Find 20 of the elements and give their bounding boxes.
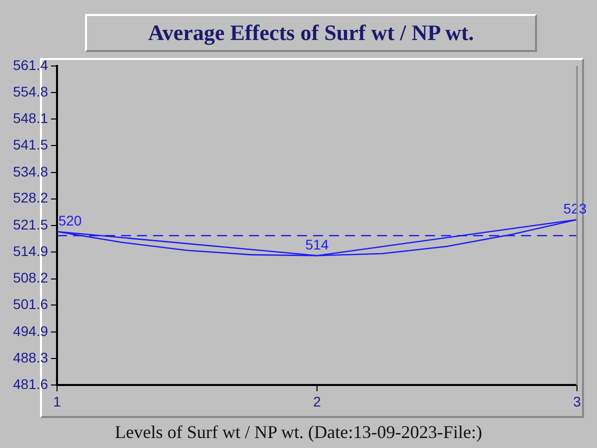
y-tick-label: 494.9: [12, 322, 48, 339]
y-tick-label: 481.6: [12, 376, 48, 392]
x-tick-label: 2: [313, 393, 322, 410]
y-tick-label: 561.4: [12, 56, 48, 73]
x-axis-title: Levels of Surf wt / NP wt. (Date:13-09-2023-File:): [114, 422, 484, 443]
y-tick-label: 508.2: [12, 270, 48, 286]
y-tick-label: 548.1: [12, 110, 48, 126]
x-tick-label: 1: [53, 393, 62, 410]
y-tick-label: 501.6: [12, 296, 48, 312]
y-tick-label: 488.3: [12, 349, 48, 366]
chart-title: Average Effects of Surf wt / NP wt.: [85, 14, 537, 52]
x-tick-label: 3: [573, 393, 582, 410]
y-tick-label: 528.2: [12, 190, 48, 206]
y-tick-label: 514.9: [12, 242, 48, 259]
data-label: 514: [305, 236, 329, 252]
y-tick-label: 554.8: [12, 83, 48, 100]
y-tick-label: 521.5: [12, 216, 48, 232]
y-tick-label: 541.5: [12, 136, 48, 152]
y-tick-label: 534.8: [12, 163, 48, 180]
data-label: 520: [58, 212, 82, 228]
